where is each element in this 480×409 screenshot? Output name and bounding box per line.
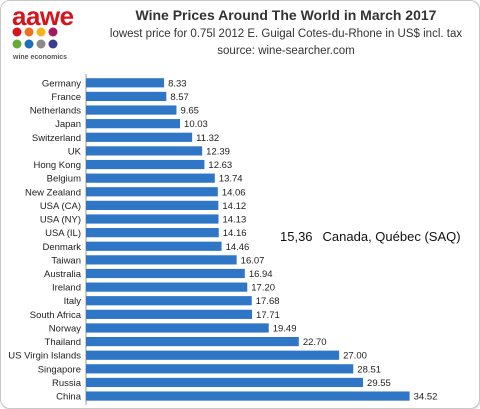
value-label: 9.65 [180, 106, 199, 117]
bar [86, 255, 237, 265]
category-label: USA (NY) [40, 215, 81, 226]
value-label: 29.55 [367, 378, 391, 389]
category-label: Singapore [38, 364, 81, 375]
bar [86, 336, 299, 347]
bar [86, 296, 252, 306]
logo-subtitle: wine economics [13, 54, 68, 61]
value-label: 8.33 [168, 78, 187, 89]
value-label: 22.70 [303, 337, 327, 348]
value-label: 27.00 [343, 351, 367, 362]
logo-dot [48, 39, 58, 49]
logo-dot [12, 39, 22, 49]
value-label: 14.13 [222, 215, 246, 226]
logo-dot [24, 39, 34, 49]
value-label: 17.71 [256, 310, 280, 321]
bar [86, 350, 340, 360]
category-label: China [56, 392, 82, 403]
bar [86, 228, 219, 238]
value-label: 8.57 [170, 92, 189, 103]
value-label: 16.94 [249, 269, 273, 280]
logo-dot [12, 27, 22, 37]
chart-source: source: wine-searcher.com [217, 45, 355, 57]
category-label: Taiwan [51, 255, 81, 266]
category-label: Thailand [45, 337, 81, 348]
bar [86, 391, 410, 401]
value-label: 19.49 [273, 323, 297, 334]
value-label: 14.06 [222, 187, 246, 198]
value-label: 12.63 [208, 160, 232, 171]
category-label: Hong Kong [33, 160, 81, 171]
category-label: Australia [44, 269, 82, 280]
category-label: Germany [42, 78, 81, 89]
bar [86, 323, 269, 333]
bar [86, 309, 253, 319]
logo-dot [36, 27, 46, 37]
category-label: Russia [52, 378, 82, 389]
bar [86, 187, 218, 197]
value-label: 34.52 [414, 392, 438, 403]
aawe-logo: aawe [12, 1, 74, 31]
value-label: 11.32 [196, 133, 219, 144]
category-label: Ireland [52, 283, 81, 294]
bar [86, 119, 181, 129]
value-label: 14.46 [226, 242, 250, 253]
category-label: US Virgin Islands [8, 351, 81, 362]
value-label: 12.39 [206, 146, 230, 157]
canada-annotation: 15,36 Canada, Québec (SAQ) [280, 229, 461, 244]
category-label: Italy [64, 296, 82, 307]
bar [86, 282, 248, 292]
category-label: Netherlands [30, 106, 81, 117]
value-label: 28.51 [357, 364, 381, 375]
bar [86, 91, 167, 102]
annotation-label: Canada, Québec (SAQ) [322, 229, 461, 244]
category-label: Japan [55, 119, 81, 130]
bar [86, 241, 222, 251]
bar [86, 105, 177, 115]
logo-dot [48, 27, 58, 37]
category-label: USA (IL) [45, 228, 81, 239]
bar [86, 173, 215, 183]
category-label: Denmark [42, 242, 81, 253]
category-label: Norway [49, 323, 81, 334]
category-label: France [51, 92, 81, 103]
annotation-value: 15,36 [280, 229, 313, 244]
value-label: 13.74 [219, 174, 243, 185]
chart-title: Wine Prices Around The World in March 20… [135, 7, 437, 23]
bar [86, 159, 205, 170]
bar [86, 78, 165, 88]
bar [86, 268, 245, 279]
category-label: USA (CA) [40, 201, 81, 212]
category-label: UK [68, 146, 82, 157]
category-label: Switzerland [32, 133, 81, 144]
logo-dot [36, 39, 46, 49]
value-label: 10.03 [184, 119, 208, 130]
bar [86, 364, 354, 374]
bar [86, 377, 364, 388]
bar [86, 132, 193, 142]
value-label: 17.20 [251, 283, 275, 294]
bar [86, 200, 219, 210]
value-label: 17.68 [256, 296, 280, 307]
bar [86, 146, 203, 156]
category-label: New Zealand [25, 187, 81, 198]
value-label: 14.16 [223, 228, 247, 239]
chart-subtitle: lowest price for 0.75l 2012 E. Guigal Co… [109, 28, 463, 40]
bar [86, 214, 219, 224]
aawe-logo-dots [12, 27, 58, 49]
value-label: 14.12 [222, 201, 246, 212]
logo-dot [24, 27, 34, 37]
value-label: 16.07 [241, 255, 265, 266]
category-label: South Africa [30, 310, 82, 321]
category-label: Belgium [47, 174, 81, 185]
